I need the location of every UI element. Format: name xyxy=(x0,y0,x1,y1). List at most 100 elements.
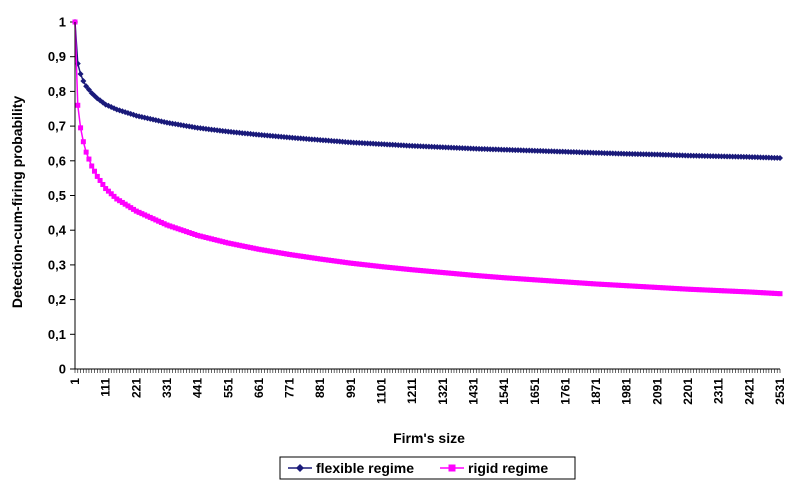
data-point xyxy=(390,265,396,271)
data-point xyxy=(250,131,257,138)
data-point xyxy=(663,285,669,291)
data-point xyxy=(568,279,574,285)
data-point xyxy=(535,277,541,283)
data-point xyxy=(521,276,527,282)
series-flexible-regime xyxy=(72,19,783,162)
data-point xyxy=(629,283,635,289)
data-point xyxy=(317,256,323,262)
series-rigid-regime xyxy=(72,19,783,297)
data-point xyxy=(156,218,162,224)
data-point xyxy=(181,228,187,234)
data-point xyxy=(298,253,304,259)
data-point xyxy=(596,281,602,287)
data-point xyxy=(242,243,248,249)
data-point xyxy=(540,277,546,283)
data-point xyxy=(153,217,159,223)
data-point xyxy=(752,289,758,295)
data-point xyxy=(250,245,256,251)
data-point xyxy=(490,274,496,280)
data-point xyxy=(270,249,276,255)
data-point xyxy=(476,273,482,279)
data-point xyxy=(348,260,354,266)
x-axis-ticks: 1 111 221 331 441 551 661 771 881 991 1101 1211 1321… xyxy=(68,369,786,405)
data-point xyxy=(83,149,89,155)
data-point xyxy=(693,287,699,293)
data-point xyxy=(710,287,716,293)
data-point xyxy=(755,289,761,295)
x-tick-label: 1101 xyxy=(375,378,389,404)
data-point xyxy=(150,216,156,222)
data-point xyxy=(200,234,206,240)
data-point xyxy=(75,102,81,108)
data-point xyxy=(256,246,262,252)
data-point xyxy=(677,286,683,292)
data-point xyxy=(457,271,463,277)
data-point xyxy=(484,273,490,279)
data-point xyxy=(601,281,607,287)
data-point xyxy=(197,233,203,239)
data-point xyxy=(565,279,571,285)
x-tick-label: 1871 xyxy=(589,378,603,405)
data-point xyxy=(78,125,84,131)
data-point xyxy=(331,258,337,264)
data-point xyxy=(295,253,301,259)
data-point xyxy=(345,260,351,266)
data-point xyxy=(613,282,619,288)
data-point xyxy=(273,249,279,255)
data-point xyxy=(409,267,415,273)
data-point xyxy=(593,281,599,287)
data-point xyxy=(398,266,404,272)
x-tick-label: 661 xyxy=(252,378,266,398)
x-tick-label: 1651 xyxy=(528,378,542,405)
data-point xyxy=(738,289,744,295)
data-point xyxy=(763,290,769,296)
data-point xyxy=(549,278,555,284)
data-point xyxy=(406,266,412,272)
data-point xyxy=(303,254,309,260)
data-point xyxy=(194,124,201,131)
data-point xyxy=(217,238,223,244)
data-point xyxy=(142,212,148,218)
data-point xyxy=(309,255,315,261)
data-point xyxy=(164,222,170,228)
data-point xyxy=(362,262,368,268)
data-point xyxy=(117,198,123,204)
data-point xyxy=(724,288,730,294)
data-point xyxy=(147,214,153,220)
data-point xyxy=(144,213,150,219)
data-point xyxy=(253,246,259,252)
data-point xyxy=(440,270,446,276)
x-tick-label: 881 xyxy=(313,378,327,398)
data-point xyxy=(757,290,763,296)
data-point xyxy=(124,110,131,117)
data-point xyxy=(588,281,594,287)
data-point xyxy=(679,286,685,292)
x-tick-label: 551 xyxy=(221,378,235,398)
x-tick-label: 1761 xyxy=(558,378,572,405)
data-point xyxy=(479,273,485,279)
x-tick-label: 1981 xyxy=(620,378,634,405)
data-point xyxy=(716,288,722,294)
data-point xyxy=(370,263,376,269)
y-tick-label: 0,7 xyxy=(48,119,66,134)
data-point xyxy=(278,250,284,256)
data-point xyxy=(699,287,705,293)
data-point xyxy=(657,285,663,291)
data-point xyxy=(264,248,270,254)
data-point xyxy=(459,271,465,277)
data-point xyxy=(771,290,777,296)
data-point xyxy=(379,264,385,270)
data-point xyxy=(529,277,535,283)
data-point xyxy=(579,280,585,286)
data-point xyxy=(501,275,507,281)
data-point xyxy=(688,286,694,292)
data-point xyxy=(320,256,326,262)
data-point xyxy=(618,282,624,288)
data-point xyxy=(136,209,142,215)
data-point xyxy=(774,291,780,297)
data-point xyxy=(203,234,209,240)
data-point xyxy=(543,278,549,284)
legend-label: flexible regime xyxy=(316,460,414,476)
x-tick-label: 111 xyxy=(99,378,113,397)
